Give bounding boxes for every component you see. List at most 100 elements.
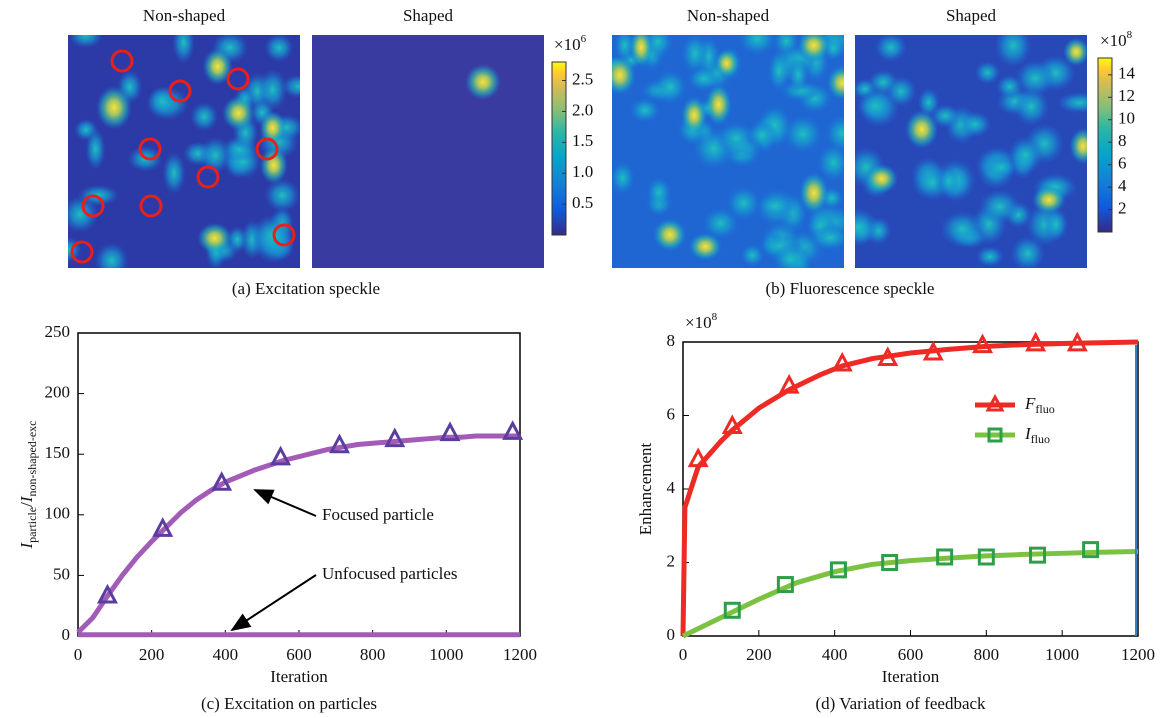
text-part: particle [25, 507, 39, 543]
legend-marker [987, 427, 1003, 443]
marker [270, 445, 292, 466]
x-axis-label: Iteration [882, 667, 940, 686]
caption: (d) Variation of feedback [815, 694, 986, 713]
text-part: 8 [712, 311, 718, 323]
colorbar-tick-label: 2 [1118, 198, 1127, 217]
speckle-blobs [855, 35, 1087, 268]
marker [721, 414, 743, 435]
speckle [1032, 185, 1066, 215]
marker [881, 554, 899, 571]
speckle [798, 172, 829, 214]
speckle [1015, 60, 1055, 97]
annotation: Focused particle [322, 505, 434, 524]
text-part: fluo [1035, 402, 1054, 416]
scale-multiplier: ×108 [685, 311, 718, 332]
speckle [1013, 87, 1049, 126]
speckle [68, 237, 82, 263]
speckle [85, 128, 106, 170]
y-tick-label: 8 [667, 331, 676, 350]
speckle [985, 156, 1017, 178]
speckle [686, 65, 721, 92]
colorbar-tick-label: 1.0 [572, 162, 593, 181]
speckle [725, 185, 762, 221]
marker-circle [255, 137, 279, 161]
panel-title: Shaped [403, 6, 454, 25]
legend-marker [985, 393, 1005, 412]
series-line [681, 548, 1139, 639]
panel-title: Non-shaped [687, 6, 770, 25]
caption: (b) Fluorescence speckle [766, 279, 935, 298]
marker-circle [81, 194, 105, 218]
caption: (c) Excitation on particles [201, 694, 377, 713]
speckle [629, 35, 654, 68]
plot-frame [682, 341, 1139, 637]
text-part: I [1024, 424, 1032, 443]
x-tick-label: 200 [746, 645, 772, 664]
marker-circle [70, 240, 94, 264]
text-part: Enhancement [636, 442, 655, 535]
speckle [68, 35, 104, 49]
speckle [959, 111, 992, 138]
image-background [312, 35, 544, 268]
x-tick-label: 1200 [503, 645, 537, 664]
x-tick-label: 1200 [1121, 645, 1155, 664]
legend-label: Ffluo [1024, 394, 1055, 416]
scale-multiplier: ×108 [1100, 29, 1133, 50]
marker [439, 421, 461, 442]
x-tick-label: 600 [286, 645, 312, 664]
marker [96, 583, 118, 604]
marker-circle [139, 194, 163, 218]
speckle [202, 48, 233, 86]
speckle [222, 95, 255, 131]
speckle [740, 243, 765, 267]
colorbar-tick-label: 6 [1118, 154, 1127, 173]
marker-circle [138, 137, 162, 161]
speckle [162, 152, 186, 195]
x-tick-label: 400 [822, 645, 848, 664]
speckle-image [612, 35, 844, 268]
marker [152, 517, 174, 537]
marker [776, 576, 794, 594]
text-part: I [17, 542, 36, 550]
marker [936, 548, 954, 566]
panel-title: Non-shaped [143, 6, 226, 25]
speckle [996, 74, 1023, 99]
speckle [147, 85, 177, 117]
annotation: Unfocused particles [322, 564, 457, 583]
speckle [612, 55, 637, 96]
speckle [94, 242, 129, 268]
speckle [705, 83, 733, 126]
speckle [645, 176, 672, 208]
scale-multiplier: ×106 [554, 33, 587, 54]
speckle [1069, 127, 1087, 165]
y-axis-label: Enhancement [636, 442, 655, 535]
speckle [917, 88, 940, 117]
speckle [1063, 37, 1087, 67]
x-tick-label: 400 [213, 645, 239, 664]
panel-title: Shaped [946, 6, 997, 25]
marker [723, 601, 741, 619]
marker [1082, 541, 1100, 559]
text-part: ×10 [554, 35, 581, 54]
y-tick-label: 6 [667, 404, 676, 423]
x-tick-label: 200 [139, 645, 165, 664]
speckle [688, 232, 723, 261]
speckle-image [312, 35, 544, 268]
marker [1025, 331, 1047, 352]
x-tick-label: 800 [360, 645, 386, 664]
marker [211, 471, 233, 491]
speckle [787, 56, 810, 94]
text-part: fluo [1031, 432, 1050, 446]
speckle [652, 218, 687, 252]
speckle [1057, 92, 1087, 114]
speckle [808, 224, 844, 251]
y-tick-label: 0 [667, 625, 676, 644]
speckle [1010, 236, 1045, 268]
y-tick-label: 250 [45, 322, 71, 341]
colorbar-tick-label: 14 [1118, 64, 1136, 83]
x-tick-label: 0 [679, 645, 688, 664]
colorbar-tick-label: 4 [1118, 176, 1127, 195]
x-tick-label: 800 [974, 645, 1000, 664]
colorbar [551, 61, 567, 236]
